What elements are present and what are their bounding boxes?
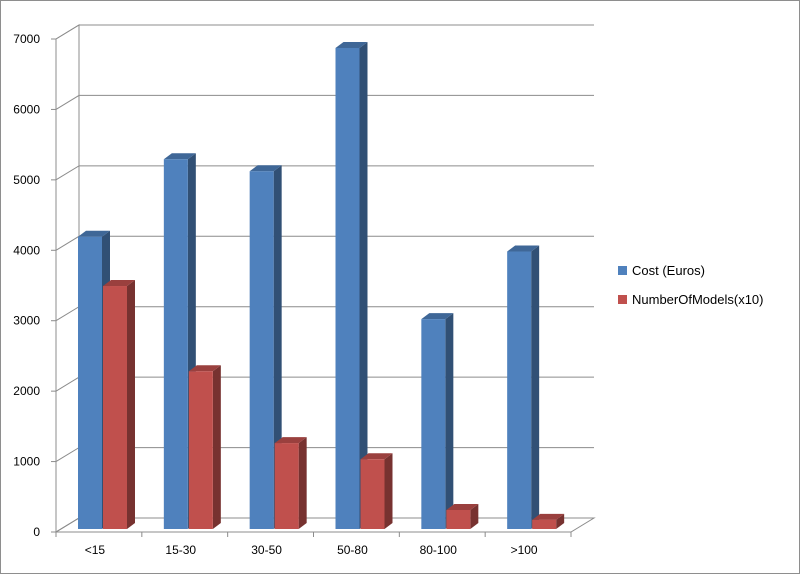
bar-side xyxy=(212,365,221,529)
gridline xyxy=(55,165,594,181)
bar-top xyxy=(421,313,454,320)
side-wall xyxy=(55,24,80,533)
legend-swatch xyxy=(618,266,627,275)
legend-item: Cost (Euros) xyxy=(618,263,705,278)
x-tick-label: 80-100 xyxy=(420,543,458,557)
bar-side xyxy=(273,165,282,530)
bar-top xyxy=(249,165,282,172)
bar-front xyxy=(188,371,213,529)
bar xyxy=(532,513,565,529)
bar xyxy=(188,365,221,529)
bar-front xyxy=(103,286,127,529)
bar xyxy=(335,41,368,529)
x-axis: <15 15-30 30-50 50-80 80-100 >100 xyxy=(55,532,572,557)
bar xyxy=(421,313,454,529)
bar-side xyxy=(531,245,540,530)
bar-top xyxy=(360,453,393,460)
bar-front xyxy=(335,47,360,529)
legend-item: NumberOfModels(x10) xyxy=(618,292,764,307)
bar-top xyxy=(507,245,540,252)
bar-front xyxy=(421,319,446,529)
bar xyxy=(507,245,540,530)
bar xyxy=(360,453,393,529)
bar-front xyxy=(507,251,532,530)
bar-front xyxy=(532,519,557,529)
bar-top xyxy=(78,230,110,237)
bar-side xyxy=(556,513,565,529)
gridline xyxy=(55,24,594,40)
legend-label: NumberOfModels(x10) xyxy=(632,292,764,307)
bar-top xyxy=(103,280,135,287)
bar-top xyxy=(532,513,565,520)
bar-side xyxy=(298,437,307,529)
bar xyxy=(163,153,196,529)
y-tick-label: 5000 xyxy=(13,173,40,187)
legend-swatch xyxy=(618,295,627,304)
bar xyxy=(249,165,282,530)
bar-side xyxy=(127,280,135,529)
legend-label: Cost (Euros) xyxy=(632,263,705,278)
bar-front xyxy=(78,236,102,529)
bar-side xyxy=(384,453,393,529)
y-tick-label: 3000 xyxy=(13,314,40,328)
bar-top xyxy=(188,365,221,372)
bar-top xyxy=(446,503,479,510)
bar-side xyxy=(470,503,479,529)
bar-top xyxy=(274,437,307,444)
y-tick-label: 0 xyxy=(33,525,40,539)
bar xyxy=(446,503,479,529)
bar-front xyxy=(274,443,299,529)
bar xyxy=(274,437,307,529)
bar-front xyxy=(249,171,274,530)
bar-side xyxy=(445,313,454,529)
y-tick-label: 6000 xyxy=(13,102,40,116)
x-tick-label: >100 xyxy=(511,543,538,557)
bar-top xyxy=(163,153,196,160)
bar-top xyxy=(335,41,368,48)
y-axis: 0 1000 2000 3000 4000 5000 6000 7000 xyxy=(13,32,56,539)
bar-front xyxy=(163,159,188,529)
bar-front xyxy=(360,459,385,529)
y-tick-label: 4000 xyxy=(13,243,40,257)
y-tick-label: 7000 xyxy=(13,32,40,46)
bars xyxy=(78,41,565,530)
y-tick-label: 2000 xyxy=(13,384,40,398)
x-tick-label: 50-80 xyxy=(337,543,368,557)
legend: Cost (Euros) NumberOfModels(x10) xyxy=(618,263,764,307)
x-tick-label: <15 xyxy=(85,543,106,557)
x-tick-label: 15-30 xyxy=(165,543,196,557)
x-tick-label: 30-50 xyxy=(251,543,282,557)
bar-side xyxy=(359,41,368,529)
y-tick-label: 1000 xyxy=(13,455,40,469)
gridline xyxy=(55,94,594,110)
bar-front xyxy=(446,509,471,529)
bar xyxy=(103,280,135,529)
